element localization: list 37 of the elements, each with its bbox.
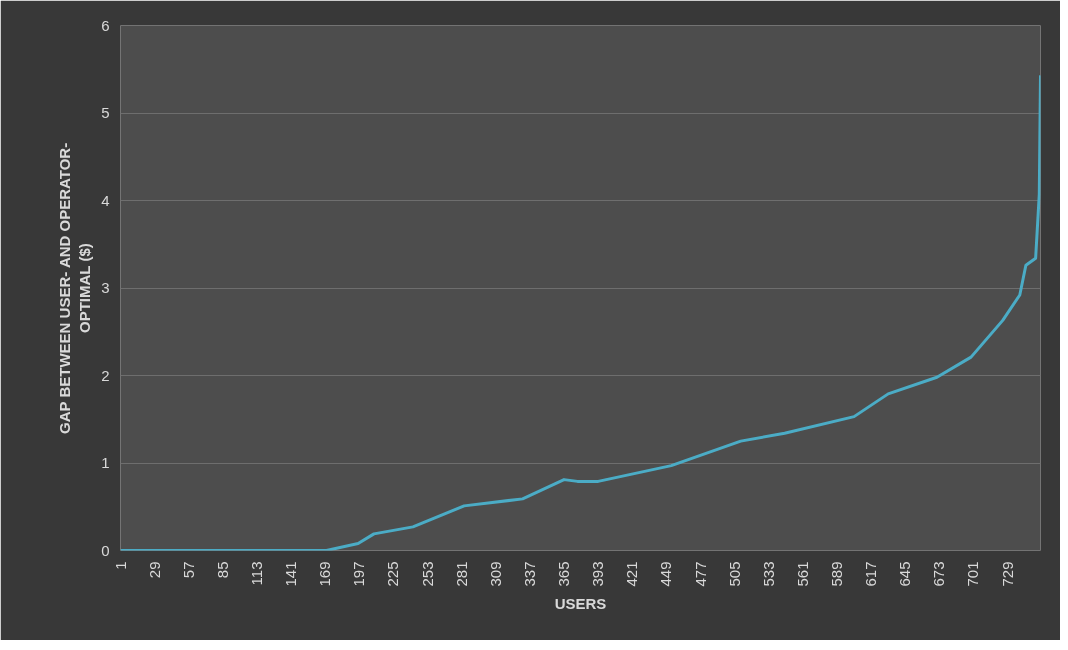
line-series xyxy=(120,73,1041,551)
x-tick-label: 505 xyxy=(725,561,743,587)
x-tick-label: 29 xyxy=(145,561,163,579)
x-tick-label: 589 xyxy=(828,561,845,587)
x-tick-label: 729 xyxy=(998,561,1016,587)
y-tick-label: 2 xyxy=(101,366,110,384)
x-tick-label: 281 xyxy=(452,561,470,587)
y-tick-label: 4 xyxy=(101,191,110,209)
y-tick-label: 5 xyxy=(101,104,110,121)
x-tick-label: 225 xyxy=(384,561,402,587)
x-tick-label: 1 xyxy=(111,561,129,570)
x-tick-label: 645 xyxy=(896,561,914,587)
x-tick-label: 449 xyxy=(657,561,675,587)
x-tick-label: 309 xyxy=(486,561,504,587)
x-axis-title: USERS xyxy=(554,594,607,612)
x-tick-label: 365 xyxy=(555,561,573,587)
x-tick-label: 617 xyxy=(862,561,880,587)
x-tick-label: 337 xyxy=(520,561,538,587)
y-tick-label: 0 xyxy=(101,541,110,559)
x-tick-label: 57 xyxy=(179,561,197,579)
x-tick-label: 141 xyxy=(282,561,300,587)
x-tick-label: 197 xyxy=(350,561,368,587)
y-tick-label: 6 xyxy=(101,16,110,34)
x-tick-label: 477 xyxy=(691,561,709,587)
x-tick-label: 85 xyxy=(213,561,231,579)
x-tick-label: 533 xyxy=(759,561,777,587)
x-tick-label: 393 xyxy=(589,561,607,587)
x-tick-label: 169 xyxy=(316,561,334,587)
y-tick-label: 3 xyxy=(101,279,110,296)
x-tick-label: 421 xyxy=(623,561,641,587)
x-tick-label: 701 xyxy=(964,561,982,587)
x-tick-label: 561 xyxy=(793,561,811,587)
x-tick-label: 673 xyxy=(930,561,948,587)
y-axis-title: GAP BETWEEN USER- AND OPERATOR- OPTIMAL ($) xyxy=(55,142,94,434)
y-tick-label: 1 xyxy=(101,454,110,471)
x-tick-label: 113 xyxy=(247,561,265,586)
x-tick-label: 253 xyxy=(418,561,436,587)
